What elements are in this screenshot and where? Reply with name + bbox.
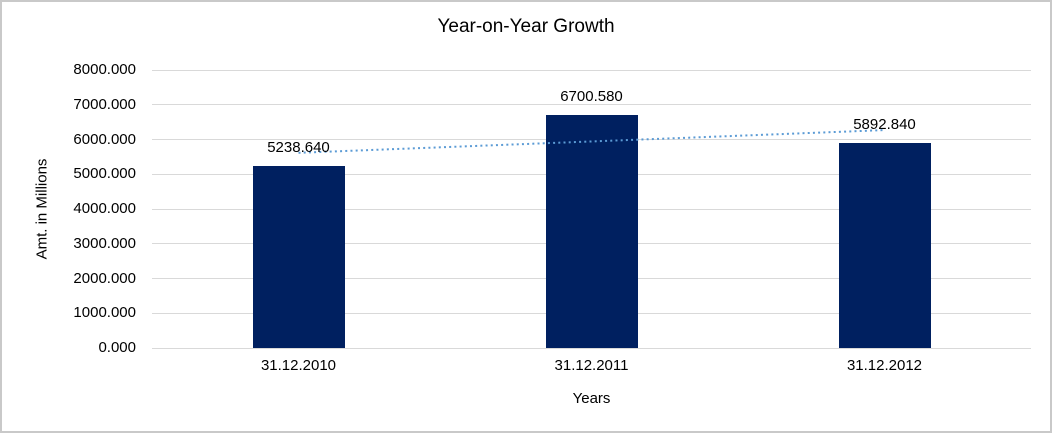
x-axis-title: Years [572, 390, 611, 407]
trendline [298, 129, 885, 154]
y-tick-label: 4000.000 [73, 200, 136, 217]
y-tick-label: 8000.000 [73, 61, 136, 78]
bar [252, 165, 345, 348]
y-tick-label: 0.000 [98, 339, 136, 356]
y-tick-label: 3000.000 [73, 234, 136, 252]
y-tick-label: 1000.000 [73, 304, 136, 322]
gridline [152, 69, 1031, 71]
y-tick-label: 5000.000 [73, 165, 136, 183]
plot-area [152, 69, 1031, 349]
x-tick-label: 31.12.2012 [846, 357, 923, 374]
bar [545, 115, 638, 348]
y-tick-label: 7000.000 [73, 95, 136, 113]
y-tick-label: 2000.000 [73, 269, 136, 287]
bar [838, 143, 931, 348]
y-tick-label: 6000.000 [73, 130, 136, 148]
chart-title: Year-on-Year Growth [437, 16, 615, 37]
x-tick-label: 31.12.2011 [554, 357, 629, 374]
data-label: 5892.840 [853, 116, 916, 134]
data-label: 6700.580 [560, 88, 623, 106]
gridline [152, 104, 1031, 106]
gridline [152, 347, 1031, 349]
data-label: 5238.640 [267, 138, 330, 156]
x-tick-label: 31.12.2010 [260, 357, 337, 374]
